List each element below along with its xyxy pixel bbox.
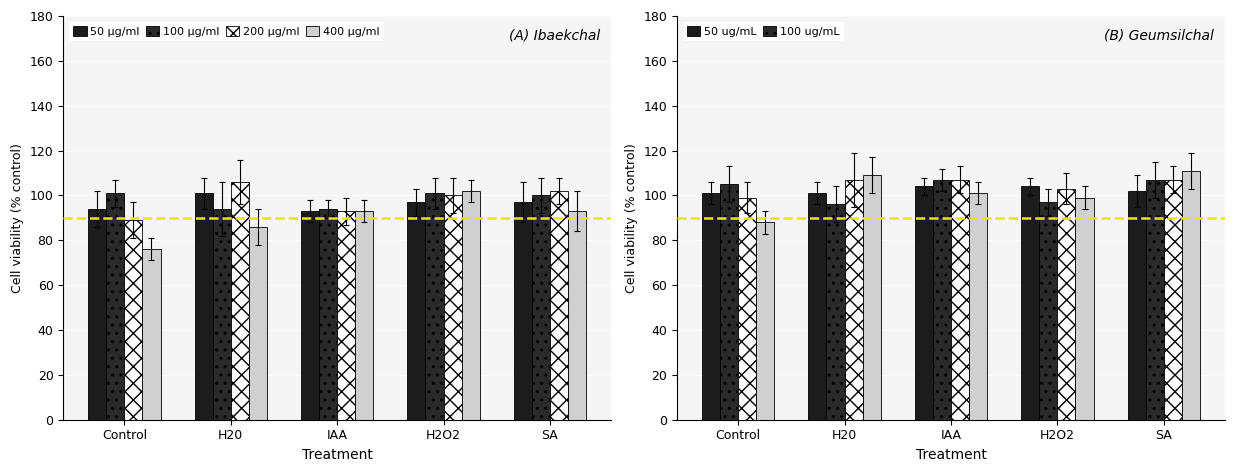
Bar [1021,186,1039,420]
Bar [808,193,827,420]
Y-axis label: Cell viability (% control): Cell viability (% control) [625,143,638,293]
Bar [827,204,844,420]
Bar [462,191,480,420]
Bar [355,211,373,420]
Bar [337,211,355,420]
Bar [721,184,738,420]
Bar [248,227,267,420]
Bar [106,193,125,420]
Bar [302,211,319,420]
Bar [738,198,756,420]
Bar [844,180,863,420]
Bar [1164,180,1182,420]
Bar [531,195,550,420]
Bar [88,209,106,420]
Bar [1075,198,1094,420]
Bar [231,182,248,420]
Bar [444,195,462,420]
Bar [142,249,161,420]
Bar [1127,191,1146,420]
Legend: 50 μg/ml, 100 μg/ml, 200 μg/ml, 400 μg/ml: 50 μg/ml, 100 μg/ml, 200 μg/ml, 400 μg/m… [69,22,383,41]
X-axis label: Treatment: Treatment [302,448,372,462]
Bar [933,180,950,420]
Bar [125,220,142,420]
Bar [1039,202,1058,420]
Legend: 50 ug/mL, 100 ug/mL: 50 ug/mL, 100 ug/mL [682,22,844,41]
Text: (A) Ibaekchal: (A) Ibaekchal [509,28,601,42]
Bar [569,211,586,420]
Y-axis label: Cell viability (% control): Cell viability (% control) [11,143,25,293]
Bar [1146,180,1164,420]
Bar [915,186,933,420]
Bar [756,222,775,420]
Bar [425,193,444,420]
Bar [514,202,531,420]
Bar [950,180,969,420]
Bar [969,193,988,420]
Bar [702,193,721,420]
Bar [213,209,231,420]
Bar [550,191,569,420]
Bar [408,202,425,420]
Bar [319,209,337,420]
Bar [1182,171,1200,420]
Bar [863,175,881,420]
Bar [194,193,213,420]
X-axis label: Treatment: Treatment [916,448,986,462]
Bar [1058,189,1075,420]
Text: (B) Geumsilchal: (B) Geumsilchal [1104,28,1214,42]
